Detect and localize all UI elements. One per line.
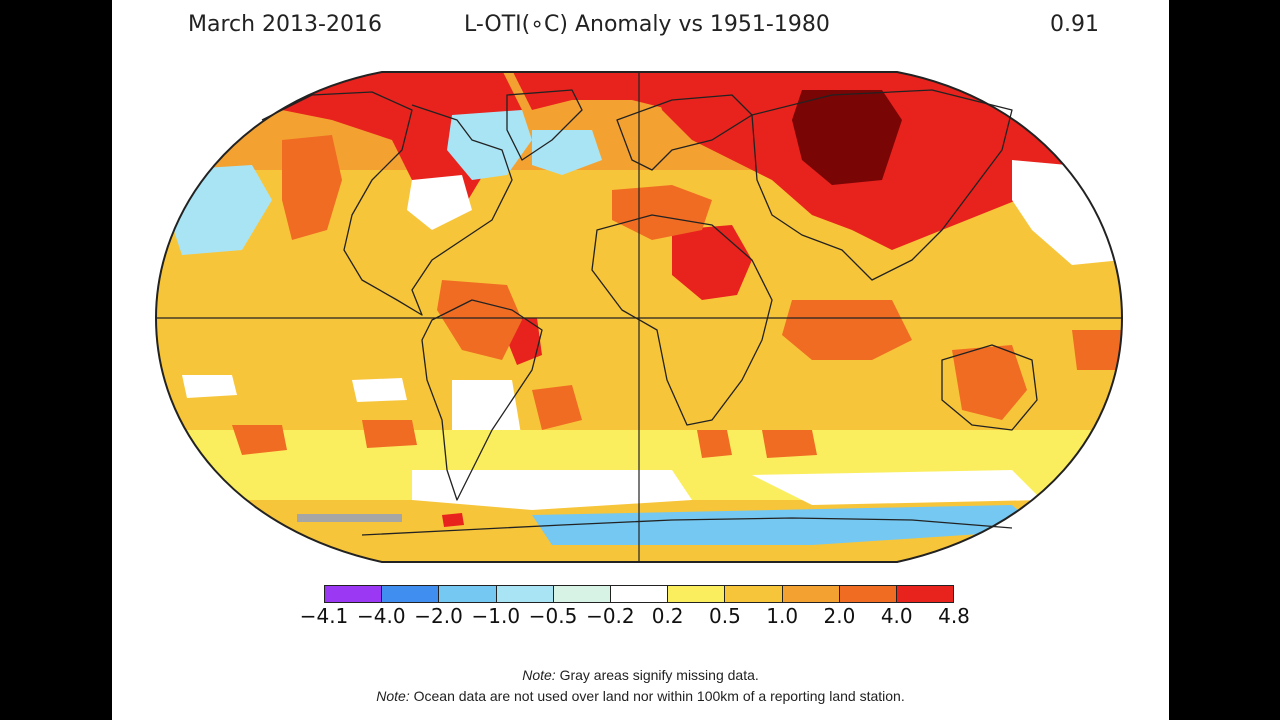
colorbar-label: 2.0 xyxy=(823,604,856,628)
colorbar-label: 4.8 xyxy=(938,604,970,628)
colorbar-label: 1.0 xyxy=(766,604,799,628)
anomaly-region-deeporange-patch-4 xyxy=(762,430,817,458)
colorbar-swatch xyxy=(725,586,783,602)
colorbar-label: −2.0 xyxy=(414,604,463,628)
globe-outline xyxy=(154,71,1124,563)
anomaly-region-deeporange-patch-2 xyxy=(362,420,417,448)
coast-north-america xyxy=(261,91,513,316)
figure-frame: March 2013-2016 L-OTI(∘C) Anomaly vs 195… xyxy=(112,0,1169,720)
colorbar-swatch xyxy=(839,586,897,602)
coast-australia xyxy=(941,344,1038,431)
anomaly-region-deeporange-pacific xyxy=(282,135,342,240)
anomaly-region-red-africa-north xyxy=(672,225,752,300)
global-mean-value: 0.91 xyxy=(1050,12,1099,37)
anomaly-region-deeporange-patch-3 xyxy=(697,430,732,458)
colorbar-swatch xyxy=(325,586,383,602)
colorbar-swatch xyxy=(782,586,840,602)
anomaly-region-blue-antarctica xyxy=(532,505,1042,545)
colorbar xyxy=(324,585,954,603)
colorbar-label: −4.0 xyxy=(356,604,406,628)
period-title: March 2013-2016 xyxy=(188,12,382,37)
colorbar-swatch xyxy=(553,586,611,602)
anomaly-region-red-antarctic-peninsula xyxy=(442,513,464,527)
colorbar-swatch xyxy=(496,586,554,602)
colorbar-labels: −4.1 −4.0 −2.0 −1.0 −0.5 −0.2 0.2 0.5 1.0 2.0 4.0 4… xyxy=(300,604,970,630)
colorbar-swatch xyxy=(896,586,954,602)
colorbar-label: 0.5 xyxy=(709,604,741,628)
note-ocean-data: Note: Ocean data are not used over land … xyxy=(376,688,905,704)
colorbar-label: 4.0 xyxy=(880,604,913,628)
anomaly-region-white-southern-ocean xyxy=(412,470,692,510)
anomaly-region-deeporange-indian xyxy=(782,300,912,360)
coast-south-america xyxy=(421,299,543,501)
anomaly-region-deeporange-patch-6 xyxy=(1072,330,1122,370)
colorbar-label: −1.0 xyxy=(471,604,521,628)
anomaly-region-deeporange-patch-1 xyxy=(232,425,287,455)
colorbar-label: 0.2 xyxy=(651,604,684,628)
anomaly-region-white-southern-ocean-2 xyxy=(752,470,1042,505)
colorbar-label: −4.1 xyxy=(299,604,349,628)
world-anomaly-map xyxy=(154,71,1124,563)
anomaly-region-deeporange-australia xyxy=(952,345,1027,420)
anomaly-region-deeporange-europe-med xyxy=(612,185,712,240)
anomaly-region-blue-north-atlantic xyxy=(447,110,532,180)
note-missing-data: Note: Gray areas signify missing data. xyxy=(522,667,759,683)
coast-greenland xyxy=(506,89,583,161)
anomaly-region-white-patch-east-pacific xyxy=(182,375,237,398)
coast-africa xyxy=(591,214,773,426)
anomaly-region-missing-gray-bar xyxy=(297,514,402,522)
colorbar-swatch xyxy=(610,586,669,602)
coast-europe xyxy=(616,94,753,171)
anomaly-title: L-OTI(∘C) Anomaly vs 1951-1980 xyxy=(464,12,830,37)
anomaly-region-white-patch-central xyxy=(352,378,407,402)
anomaly-region-white-atlantic xyxy=(407,175,472,230)
colorbar-swatch xyxy=(439,586,497,602)
anomaly-region-darkred-siberia xyxy=(792,90,902,185)
colorbar-swatch xyxy=(382,586,440,602)
coast-antarctica xyxy=(361,517,1013,536)
colorbar-label: −0.5 xyxy=(528,604,578,628)
coast-asia xyxy=(751,89,1013,281)
colorbar-label: −0.2 xyxy=(586,604,635,628)
colorbar-swatch xyxy=(668,586,726,602)
anomaly-region-deeporange-south-america xyxy=(437,280,522,360)
anomaly-region-deeporange-patch-5 xyxy=(532,385,582,430)
notes: Note: Gray areas signify missing data. N… xyxy=(112,665,1169,707)
